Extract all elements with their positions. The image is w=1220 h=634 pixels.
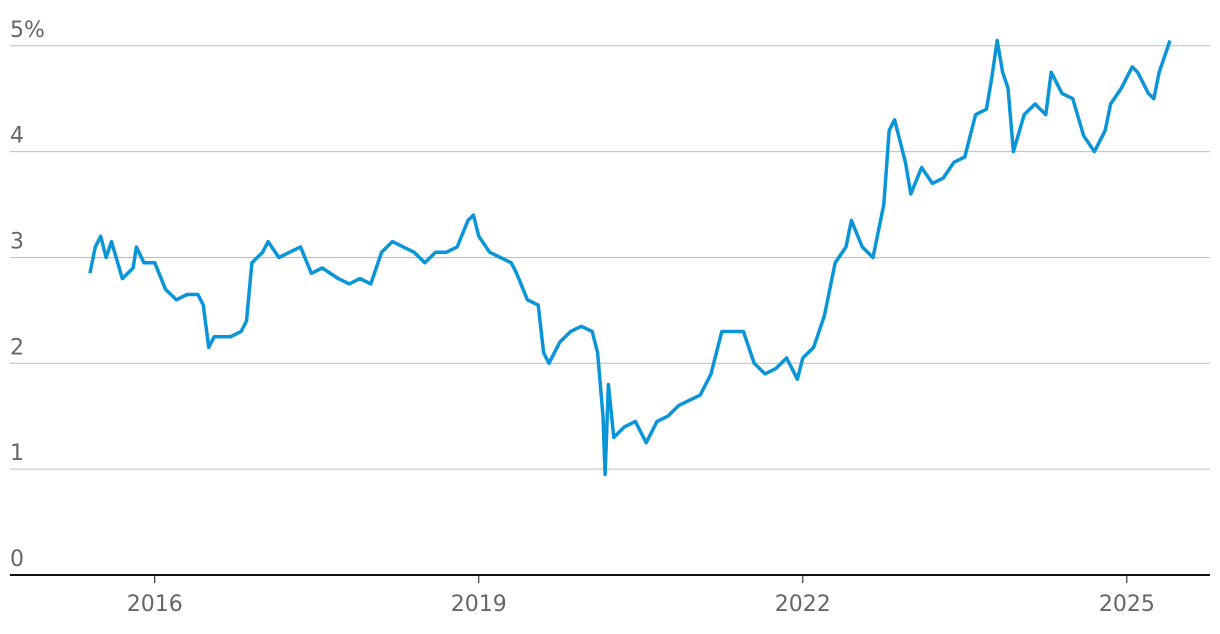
x-tick-label: 2025 [1099, 592, 1155, 617]
y-tick-label: 0 [10, 547, 24, 572]
x-tick-label: 2022 [775, 592, 831, 617]
line-series [88, 38, 1172, 477]
y-tick-label: 4 [10, 124, 24, 149]
y-tick-label: 5% [10, 18, 45, 43]
x-tick-label: 2019 [451, 592, 507, 617]
y-tick-label: 3 [10, 229, 24, 254]
y-tick-label: 2 [10, 335, 24, 360]
x-tick-label: 2016 [127, 592, 183, 617]
y-tick-label: 1 [10, 441, 24, 466]
